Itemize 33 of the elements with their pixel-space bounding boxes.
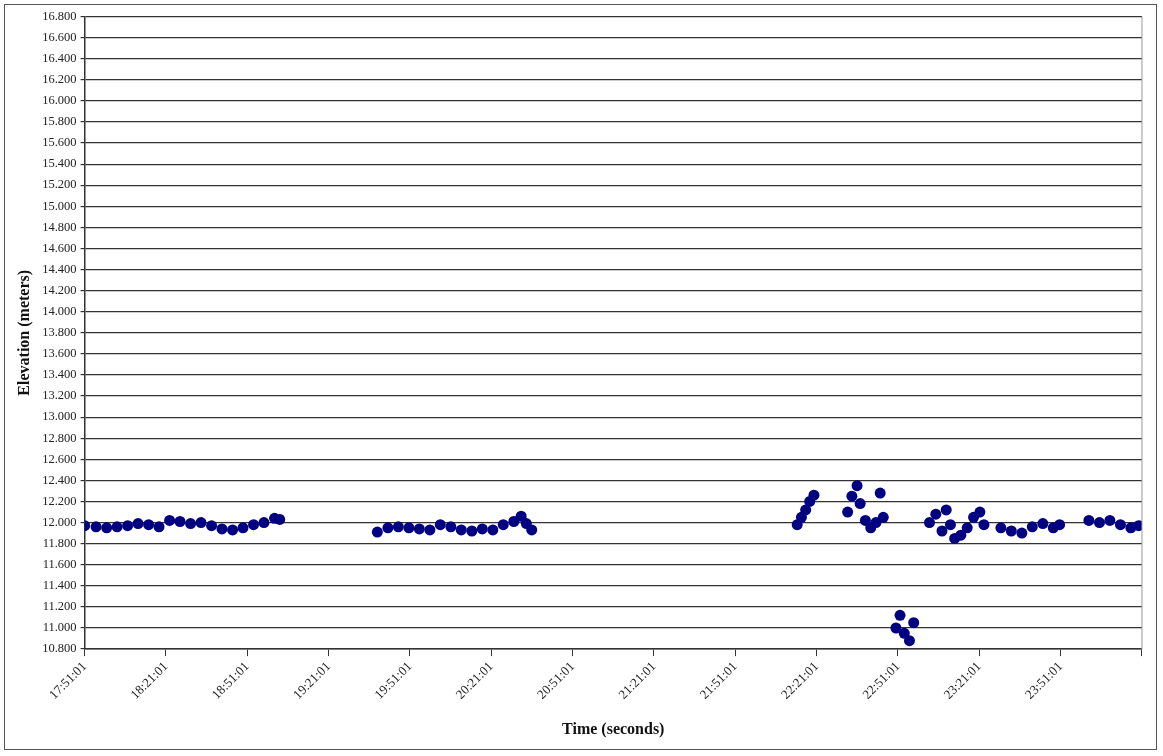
y-tick-label: 12.400 [42,472,77,487]
y-tick-label: 14.400 [42,261,77,276]
y-tick-label: 10.800 [42,641,77,656]
y-tick-label: 16.600 [42,29,77,44]
y-tick-label: 16.800 [42,8,77,23]
y-tick-label: 12.200 [42,493,77,508]
y-tick-label: 12.600 [42,451,77,466]
y-tick-label: 11.000 [42,620,77,635]
y-tick-label: 13.200 [42,388,77,403]
y-tick-label: 15.000 [42,198,77,213]
y-tick-label: 12.800 [42,430,77,445]
y-tick-label: 15.800 [42,114,77,129]
y-tick-label: 13.800 [42,325,77,340]
y-tick-label: 13.000 [42,409,77,424]
y-tick-label: 13.400 [42,367,77,382]
y-tick-label: 11.400 [42,578,77,593]
y-tick-label: 16.200 [42,72,77,87]
y-tick-label: 14.800 [42,219,77,234]
y-tick-label: 14.200 [42,282,77,297]
y-tick-label: 16.400 [42,50,77,65]
y-tick-label: 16.000 [42,93,77,108]
y-tick-label: 13.600 [42,346,77,361]
y-tick-label: 15.600 [42,135,77,150]
y-tick-label: 12.000 [42,514,77,529]
y-tick-label: 14.000 [42,303,77,318]
y-tick-label: 11.600 [42,557,77,572]
y-tick-label: 11.800 [42,535,77,550]
x-axis-title: Time (seconds) [562,719,665,738]
y-tick-label: 11.200 [42,599,77,614]
y-axis-title: Elevation (meters) [14,269,33,396]
y-tick-label: 15.200 [42,177,77,192]
y-tick-label: 14.600 [42,240,77,255]
y-tick-label: 15.400 [42,156,77,171]
